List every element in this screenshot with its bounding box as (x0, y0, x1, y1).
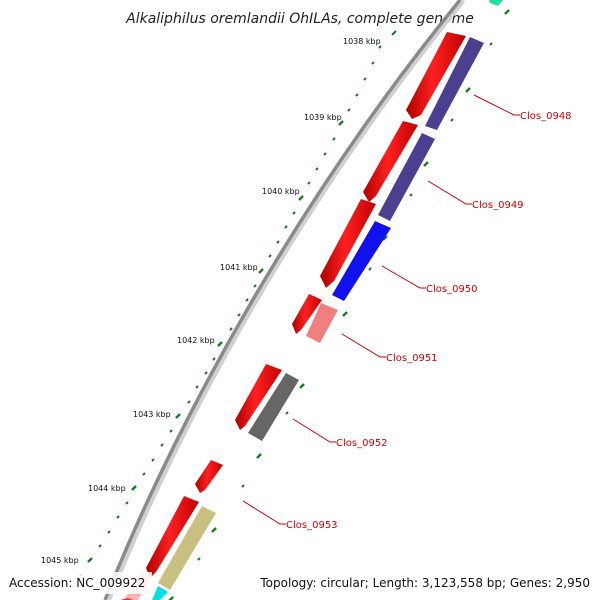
forward-gene-arrow-6[interactable] (195, 460, 223, 493)
leader-0949 (427, 180, 472, 205)
forward-gene-arrow-4[interactable] (292, 294, 322, 334)
forward-gene-teal[interactable] (489, 0, 503, 6)
genome-summary: Topology: circular; Length: 3,123,558 bp… (259, 576, 590, 590)
accession-label: Accession: NC_009922 (9, 576, 145, 590)
backbone-ring (103, 0, 462, 600)
leader-0953 (242, 500, 286, 525)
leader-0952 (292, 418, 336, 443)
leader-0950 (381, 265, 426, 289)
reverse-strand-features (152, 37, 484, 600)
accession-backdrop (4, 572, 152, 594)
map-title: Alkaliphilus oremlandii OhILAs, complete… (125, 11, 474, 27)
kbp-label-1041: 1041 kbp (220, 263, 258, 272)
gene-0949-arrow[interactable] (378, 133, 435, 221)
olive-gene-arrow[interactable] (158, 506, 216, 590)
kbp-label-1044: 1044 kbp (88, 484, 126, 493)
kbp-label-1039: 1039 kbp (304, 113, 342, 122)
forward-gene-arrow-5[interactable] (235, 364, 282, 430)
forward-gene-arrow-3[interactable] (320, 199, 376, 288)
gene-label-leaders (242, 94, 520, 525)
gene-label-clos-0951[interactable]: Clos_0951 (386, 353, 438, 364)
gene-label-clos-0952[interactable]: Clos_0952 (336, 438, 388, 449)
gene-0948-arrow[interactable] (425, 37, 484, 130)
kbp-label-1040: 1040 kbp (262, 187, 300, 196)
gene-label-clos-0948[interactable]: Clos_0948 (520, 111, 572, 122)
leader-0948 (473, 94, 520, 116)
forward-gene-arrow-7[interactable] (146, 496, 199, 578)
backbone-shadow (105, 0, 466, 600)
ruler-major-ticks (87, 120, 344, 563)
forward-gene-arrow-2[interactable] (363, 121, 418, 202)
gene-label-clos-0953[interactable]: Clos_0953 (286, 520, 338, 531)
kbp-ruler: 1038 kbp 1039 kbp 1040 kbp 1041 kbp 1042… (41, 30, 397, 577)
gene-0951-arrow[interactable] (306, 303, 338, 343)
kbp-label-1038: 1038 kbp (343, 37, 381, 46)
gene-0950-arrow[interactable] (332, 221, 391, 301)
leader-0951 (341, 333, 386, 358)
kbp-label-1042: 1042 kbp (177, 336, 215, 345)
forward-gene-arrow-1[interactable] (406, 32, 466, 119)
kbp-label-1045: 1045 kbp (41, 556, 79, 565)
ruler-dots (79, 30, 397, 577)
inner-ruler (168, 9, 510, 600)
kbp-label-1043: 1043 kbp (133, 410, 171, 419)
gene-0952-arrow[interactable] (248, 373, 299, 441)
gene-label-clos-0950[interactable]: Clos_0950 (426, 284, 478, 295)
cyan-gene-arrow[interactable] (152, 586, 168, 600)
gene-label-clos-0949[interactable]: Clos_0949 (472, 200, 524, 211)
